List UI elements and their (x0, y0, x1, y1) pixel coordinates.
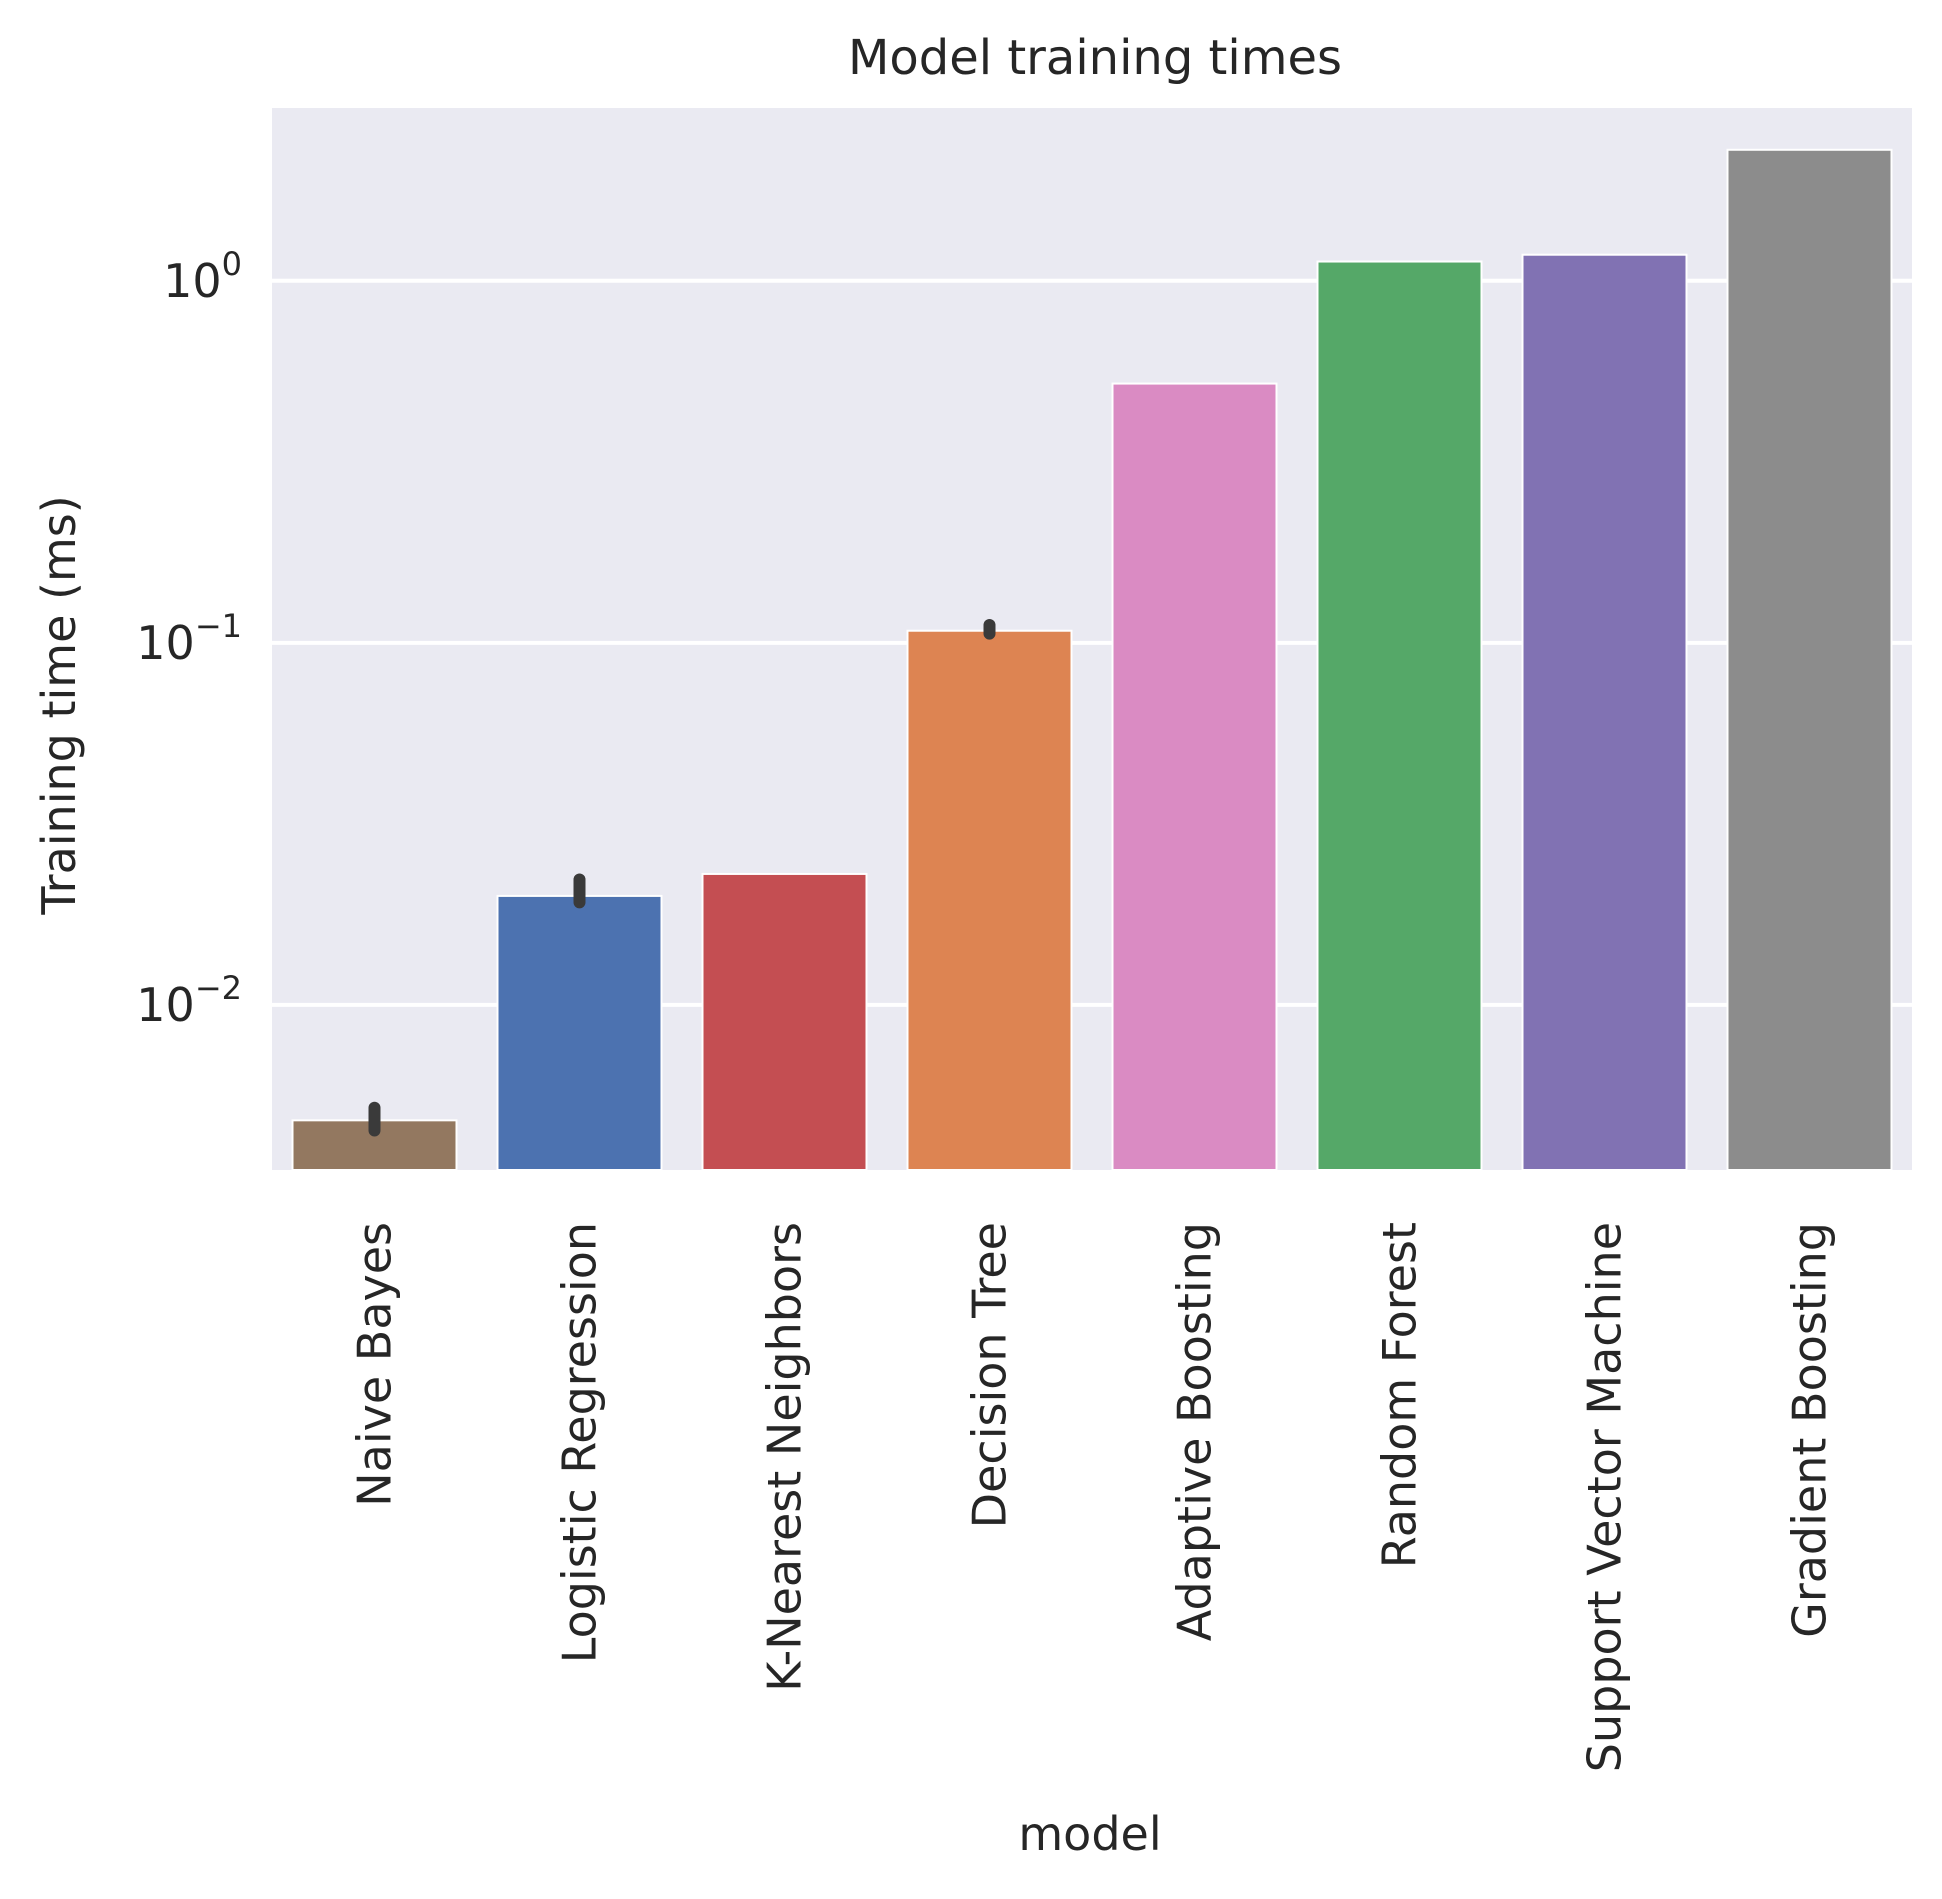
x-tick-label: Support Vector Machine (1578, 1222, 1632, 1772)
chart-title: Model training times (848, 30, 1342, 86)
x-tick-label: Gradient Boosting (1783, 1222, 1837, 1638)
x-axis-label: model (1018, 1807, 1161, 1861)
x-tick-label: Logistic Regression (553, 1222, 607, 1663)
x-tick-label: Decision Tree (963, 1222, 1017, 1528)
y-axis-label: Training time (ms) (32, 495, 86, 915)
bar-k-nearest-neighbors (701, 872, 868, 1171)
x-tick-label: Random Forest (1373, 1222, 1427, 1568)
x-tick-label: Adaptive Boosting (1168, 1222, 1222, 1641)
y-tick-label: 10−2 (136, 969, 242, 1032)
bar-adaptive-boosting (1111, 382, 1278, 1172)
x-tick-label: K-Nearest Neighbors (758, 1222, 812, 1692)
bar-support-vector-machine (1521, 253, 1688, 1171)
bar-logistic-regression (496, 894, 663, 1171)
y-tick-label: 100 (163, 245, 242, 308)
y-tick-label: 10−1 (136, 607, 242, 670)
x-tick-label: Naive Bayes (348, 1222, 402, 1507)
bar-gradient-boosting (1726, 148, 1893, 1171)
bar-random-forest (1316, 260, 1483, 1172)
bar-decision-tree (906, 629, 1073, 1171)
